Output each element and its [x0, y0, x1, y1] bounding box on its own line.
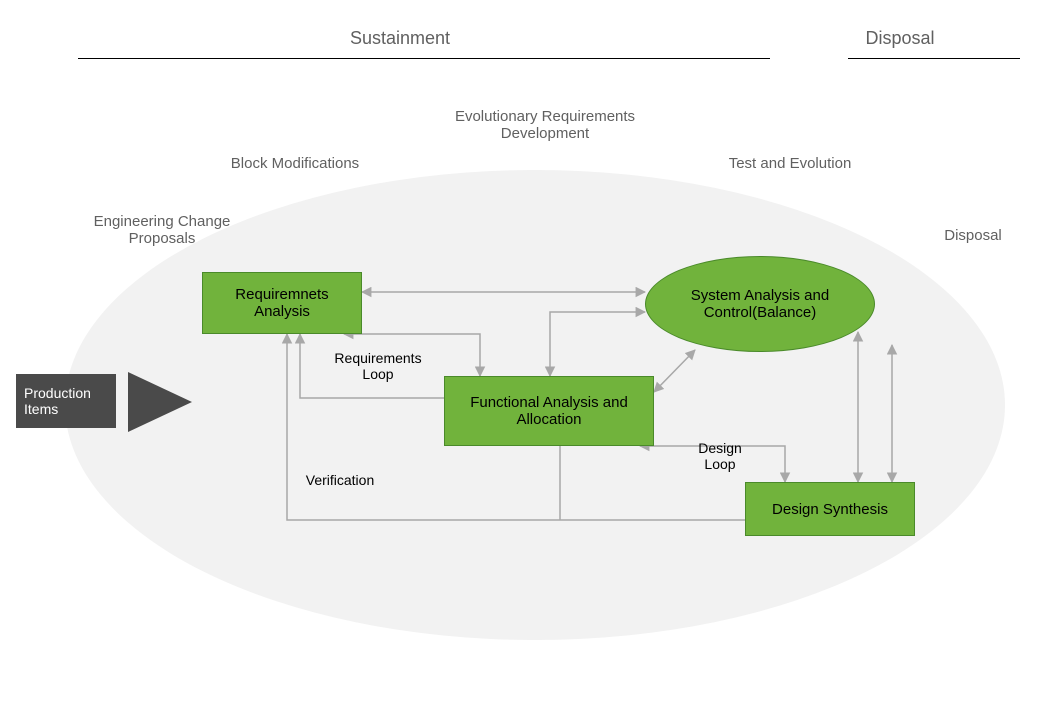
node-production-items: Production Items: [16, 374, 116, 428]
node-req-l2: Analysis: [254, 303, 310, 320]
label-block-modifications: Block Modifications: [195, 155, 395, 172]
node-functional-analysis: Functional Analysis and Allocation: [444, 376, 654, 446]
node-func-l2: Allocation: [516, 411, 581, 428]
edge-desloop-l2: Loop: [704, 456, 735, 472]
node-design-synthesis: Design Synthesis: [745, 482, 915, 536]
label-evolutionary: Evolutionary Requirements Development: [415, 108, 675, 142]
edge-reqloop-l2: Loop: [362, 366, 393, 382]
label-test-evolution: Test and Evolution: [690, 155, 890, 172]
node-func-l1: Functional Analysis and: [470, 394, 628, 411]
label-evolutionary-l2: Development: [501, 125, 589, 142]
label-eng-change-l2: Proposals: [129, 230, 196, 247]
section-rule-disposal: [848, 58, 1020, 59]
node-system-analysis: System Analysis and Control(Balance): [645, 256, 875, 352]
label-engineering-change: Engineering Change Proposals: [62, 213, 262, 247]
node-design-l1: Design Synthesis: [772, 501, 888, 518]
node-req-l1: Requiremnets: [235, 286, 328, 303]
edge-desloop-l1: Design: [698, 440, 742, 456]
diagram-canvas: Sustainment Disposal Block Modifications…: [0, 0, 1057, 707]
node-sys-l1: System Analysis and: [691, 287, 829, 304]
edge-label-requirements-loop: Requirements Loop: [308, 350, 448, 382]
edge-label-design-loop: Design Loop: [670, 440, 770, 472]
label-evolutionary-l1: Evolutionary Requirements: [455, 108, 635, 125]
node-sys-l2: Control(Balance): [704, 304, 817, 321]
label-disposal-right: Disposal: [913, 227, 1033, 244]
section-title-disposal: Disposal: [800, 28, 1000, 49]
edge-reqloop-l1: Requirements: [334, 350, 421, 366]
node-prod-l1: Production: [24, 385, 91, 401]
section-rule-sustainment: [78, 58, 770, 59]
label-eng-change-l1: Engineering Change: [94, 213, 231, 230]
edge-label-verification: Verification: [280, 472, 400, 488]
node-prod-l2: Items: [24, 401, 58, 417]
node-requirements-analysis: Requiremnets Analysis: [202, 272, 362, 334]
section-title-sustainment: Sustainment: [200, 28, 600, 49]
